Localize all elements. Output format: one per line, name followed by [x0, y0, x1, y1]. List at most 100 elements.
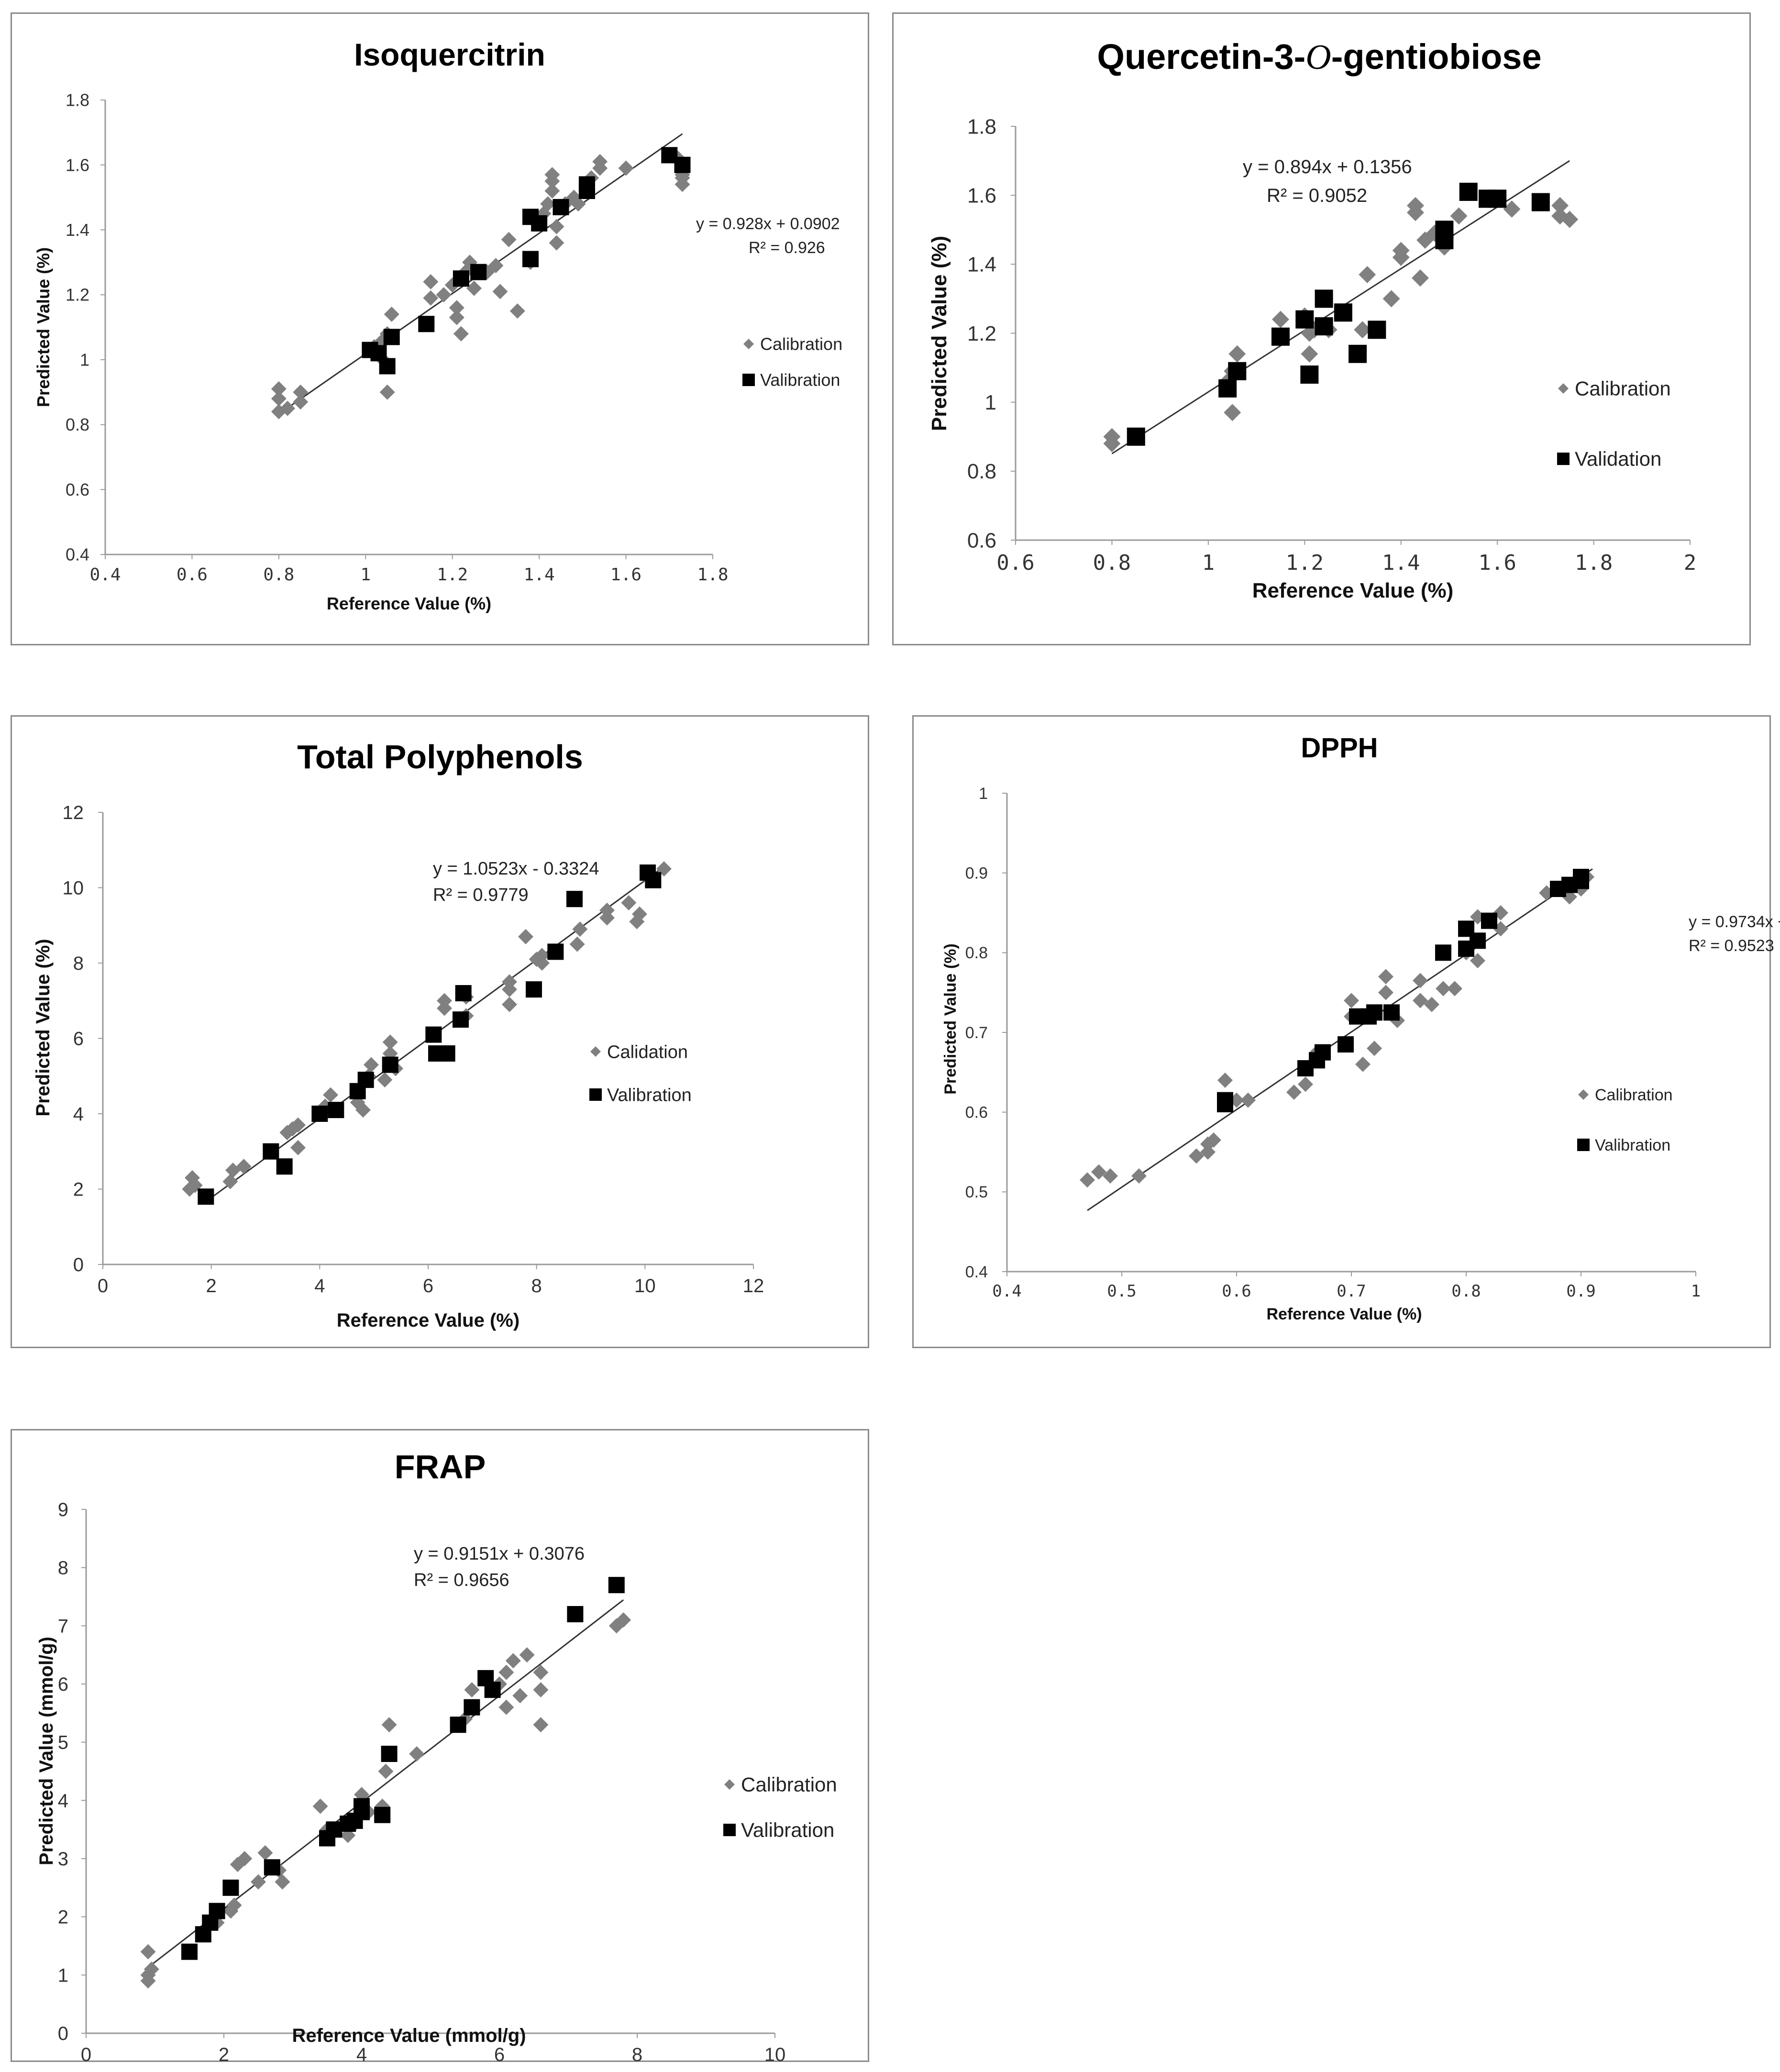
calibration-point — [502, 982, 517, 997]
y-tick-label: 4 — [73, 1104, 84, 1125]
validation-point — [425, 1026, 442, 1043]
calibration-point — [1367, 1041, 1382, 1056]
validation-point — [1488, 189, 1507, 208]
validation-point — [1315, 289, 1333, 308]
x-tick-label: 2 — [1684, 551, 1697, 575]
x-tick-label: 0.8 — [1451, 1282, 1481, 1301]
validation-point — [645, 872, 662, 888]
validation-point — [383, 329, 400, 345]
calibration-point — [1354, 321, 1371, 339]
calibration-point — [1298, 1076, 1313, 1092]
x-tick-label: 1 — [1202, 551, 1215, 575]
x-tick-label: 6 — [494, 2044, 505, 2065]
regression-equation: y = 0.894x + 0.1356 — [1243, 156, 1412, 177]
y-tick-label: 0.6 — [965, 1104, 988, 1122]
legend-label: Calibration — [1575, 377, 1671, 400]
chart-frap: FRAP 0 2 4 6 8 10 0 1 2 3 4 5 6 7 8 9 Reference Value (mm… — [11, 1429, 869, 2065]
chart-svg-total-polyphenols: Total Polyphenols 0 2 4 6 8 10 12 0 2 4 6 8 10 12 Refer… — [33, 738, 764, 1331]
calibration-point — [222, 1174, 238, 1189]
y-tick-label: 4 — [58, 1790, 68, 1811]
calibration-point — [501, 232, 517, 247]
calibration-point — [1426, 224, 1444, 242]
calibration-point — [1286, 1085, 1302, 1100]
calibration-point — [290, 1140, 306, 1155]
x-tick-label: 1 — [1691, 1282, 1701, 1301]
validation-point — [1481, 912, 1497, 929]
y-tick-label: 0.4 — [66, 545, 89, 565]
calibration-point — [518, 929, 533, 944]
x-tick-label: 8 — [632, 2044, 642, 2065]
validation-point — [1334, 303, 1352, 322]
r-squared-label: R² = 0.9523 — [1689, 937, 1774, 955]
x-tick-label: 6 — [423, 1275, 433, 1296]
chart-quercetin-gentiobiose: Quercetin-3-O-gentiobiose 0.6 0.8 1 1.2 1.4 1.… — [892, 12, 1751, 645]
calibration-point — [1206, 1132, 1221, 1148]
calibration-point — [257, 1845, 273, 1861]
calibration-point — [1450, 207, 1468, 225]
calibration-point — [1447, 981, 1462, 997]
r-squared-label: R² = 0.926 — [749, 239, 825, 257]
y-tick-label: 1.2 — [66, 285, 89, 305]
y-tick-label: 2 — [58, 1907, 68, 1928]
validation-point — [276, 1158, 293, 1175]
r-squared-label: R² = 0.9656 — [414, 1570, 509, 1590]
calibration-point — [1217, 1073, 1233, 1088]
chart-svg-dpph: DPPH 0.4 0.5 0.6 0.7 0.8 0.9 1 0.4 0.5 0.6 0.7 0.8 0.… — [941, 732, 1780, 1323]
validation-point — [1470, 932, 1486, 949]
validation-point — [311, 1106, 328, 1122]
calibration-point — [1103, 1168, 1118, 1184]
calibration-point — [544, 183, 560, 199]
validation-point — [418, 316, 435, 332]
calibration-point — [271, 391, 287, 407]
y-tick-label: 0.8 — [965, 944, 988, 962]
calibration-point — [616, 1612, 631, 1628]
calibration-point — [1436, 981, 1451, 997]
x-axis-label: Reference Value (%) — [337, 1310, 520, 1331]
legend-label: Valibration — [760, 370, 840, 390]
x-tick-label: 0.6 — [1222, 1282, 1251, 1301]
x-tick-label: 1.8 — [697, 565, 728, 585]
y-tick-label: 5 — [58, 1732, 68, 1753]
x-tick-label: 1.4 — [1382, 551, 1420, 575]
validation-point — [439, 1045, 455, 1062]
calibration-point — [572, 921, 588, 937]
calibration-point — [449, 310, 464, 325]
calibration-point — [355, 1102, 371, 1118]
validation-point — [450, 1717, 466, 1733]
calibration-point — [1562, 889, 1577, 905]
validation-point — [1531, 193, 1550, 211]
calibration-point — [280, 400, 295, 416]
calibration-point — [569, 936, 585, 952]
calibration-point — [621, 895, 637, 910]
r-squared-label: R² = 0.9779 — [433, 885, 529, 905]
calibration-point — [1424, 997, 1439, 1012]
legend-calibration-icon — [1578, 1089, 1589, 1100]
y-tick-label: 1 — [80, 350, 89, 369]
calibration-point — [1301, 345, 1318, 363]
validation-point — [453, 1011, 469, 1028]
validation-point — [222, 1879, 239, 1896]
legend-label: Calibration — [760, 334, 842, 354]
y-tick-label: 6 — [73, 1029, 84, 1050]
y-tick-label: 0.5 — [965, 1183, 988, 1201]
calibration-point — [1080, 1172, 1095, 1188]
validation-point — [198, 1188, 214, 1205]
x-axis-label: Reference Value (%) — [1266, 1305, 1422, 1323]
validation-point — [553, 199, 569, 215]
chart-title: Isoquercitrin — [354, 37, 545, 72]
x-tick-label: 4 — [314, 1275, 325, 1296]
calibration-point — [534, 948, 550, 964]
x-tick-label: 0.5 — [1107, 1282, 1136, 1301]
calibration-point — [533, 1682, 549, 1698]
y-tick-label: 0.6 — [66, 480, 89, 499]
calibration-point — [549, 235, 564, 251]
calibration-point — [509, 303, 525, 319]
calibration-point — [1413, 973, 1428, 988]
calibration-point — [512, 1688, 528, 1704]
calibration-point — [275, 1874, 290, 1890]
y-tick-label: 0.9 — [965, 864, 988, 883]
calibration-point — [1091, 1164, 1106, 1180]
calibration-point — [251, 1874, 266, 1890]
calibration-point — [144, 1961, 159, 1977]
x-tick-label: 10 — [764, 2044, 786, 2065]
